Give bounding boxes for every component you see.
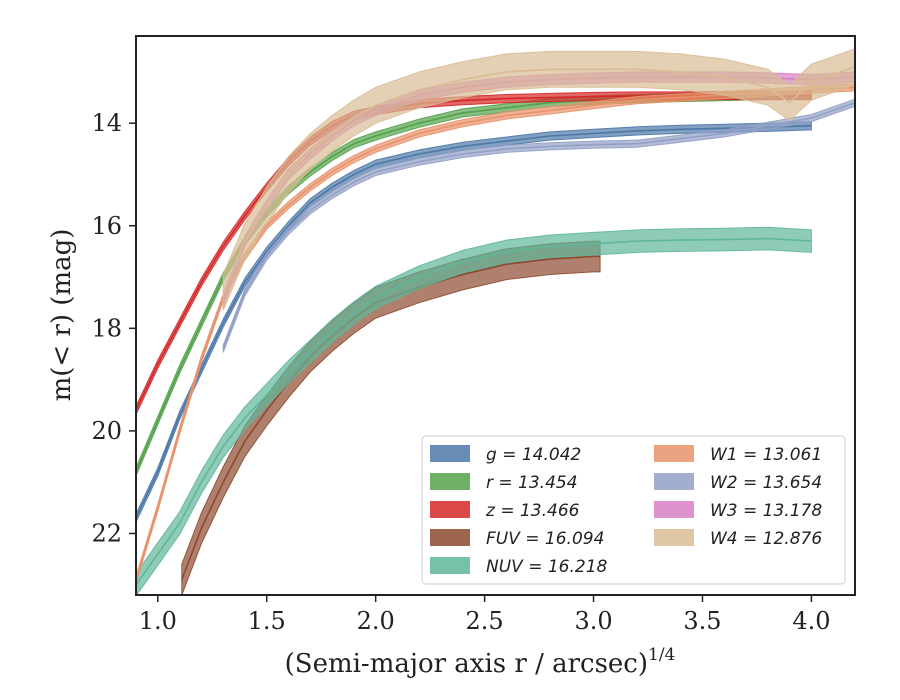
legend-frame — [421, 435, 846, 585]
legend-swatch — [654, 473, 694, 490]
legend-swatch — [430, 501, 470, 518]
y-tick-label: 18 — [91, 314, 122, 342]
legend-label: W4 = 12.876 — [710, 529, 822, 549]
plot-frame — [135, 35, 856, 596]
x-tick-label: 3.5 — [683, 607, 721, 635]
legend-label: W2 = 13.654 — [710, 473, 822, 493]
legend-label: NUV = 16.218 — [486, 557, 608, 577]
legend-swatch — [430, 473, 470, 490]
series-layer — [136, 48, 855, 595]
legend: g = 14.042 r = 13.454 z = 13.466 FUV = 16.0… — [421, 435, 846, 585]
y-tick-label: 22 — [91, 519, 122, 547]
legend-label: g = 14.042 — [486, 445, 581, 465]
series-w2-band — [222, 98, 855, 353]
legend-label: z = 13.466 — [485, 501, 580, 521]
x-tick-label: 1.5 — [248, 607, 286, 635]
y-tick-label: 20 — [91, 417, 122, 445]
y-axis: 14 16 18 20 22 — [91, 109, 136, 547]
x-tick-label: 2.0 — [357, 607, 395, 635]
legend-swatch — [654, 501, 694, 518]
series-w4-band — [222, 48, 855, 311]
x-axis-label: (Semi-major axis r / arcsec)1/4 — [285, 645, 676, 679]
legend-label: W3 = 13.178 — [710, 501, 822, 521]
series-w1-line — [136, 86, 855, 580]
y-axis-label: m(< r) (mag) — [47, 229, 77, 402]
y-tick-label: 16 — [91, 212, 122, 240]
legend-swatch — [430, 445, 470, 462]
series-w4-line — [222, 66, 855, 293]
legend-swatch — [430, 529, 470, 546]
legend-label: r = 13.454 — [486, 473, 578, 493]
legend-label: W1 = 13.061 — [710, 445, 822, 465]
x-tick-label: 1.0 — [139, 607, 177, 635]
x-axis: 1.0 1.5 2.0 2.5 3.0 3.5 4.0 — [139, 595, 831, 635]
legend-label: FUV = 16.094 — [486, 529, 604, 549]
x-tick-label: 3.0 — [574, 607, 612, 635]
x-axis-label-superscript: 1/4 — [648, 645, 675, 665]
x-tick-label: 4.0 — [792, 607, 830, 635]
series-nuv-line — [136, 237, 812, 586]
series-nuv-band — [136, 226, 812, 595]
axis-labels: (Semi-major axis r / arcsec)1/4 m(< r) (… — [47, 229, 675, 679]
legend-swatch — [654, 445, 694, 462]
y-tick-label: 14 — [91, 109, 122, 137]
series-w2-line — [222, 101, 855, 350]
legend-swatch — [430, 557, 470, 574]
series-g-line — [136, 124, 812, 519]
x-axis-label-text: (Semi-major axis r / arcsec) — [285, 649, 648, 679]
series-w1-band — [136, 83, 855, 584]
legend-swatch — [654, 529, 694, 546]
x-tick-label: 2.5 — [466, 607, 504, 635]
